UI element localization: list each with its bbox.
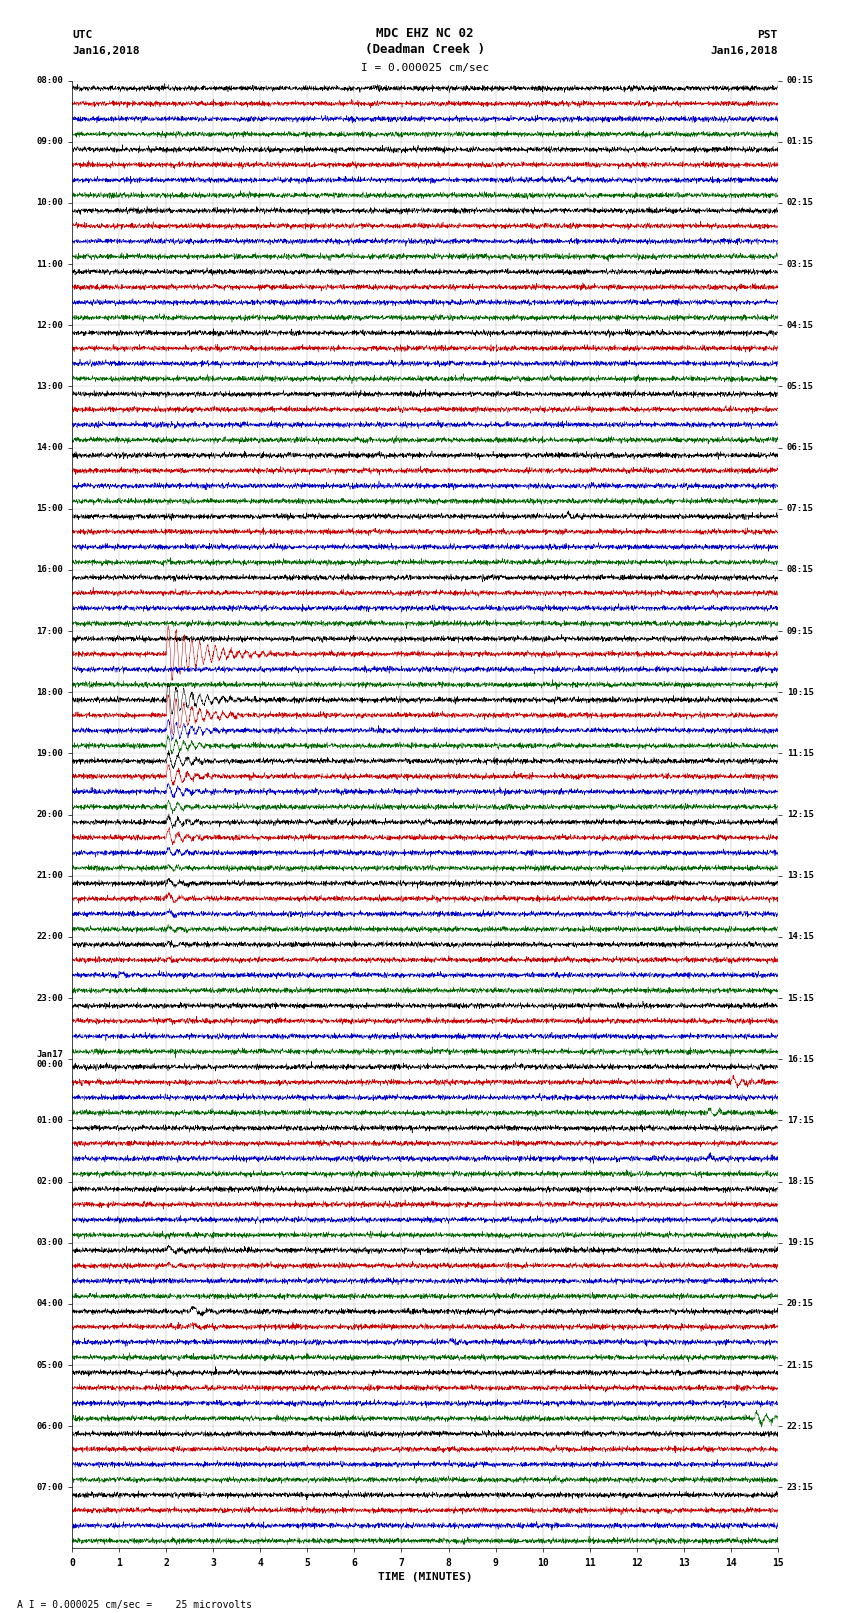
Text: MDC EHZ NC 02: MDC EHZ NC 02 — [377, 27, 473, 40]
Text: A I = 0.000025 cm/sec =    25 microvolts: A I = 0.000025 cm/sec = 25 microvolts — [17, 1600, 252, 1610]
Text: (Deadman Creek ): (Deadman Creek ) — [365, 44, 485, 56]
Text: Jan16,2018: Jan16,2018 — [72, 47, 139, 56]
Text: PST: PST — [757, 31, 778, 40]
Text: Jan16,2018: Jan16,2018 — [711, 47, 778, 56]
Text: UTC: UTC — [72, 31, 93, 40]
Text: I = 0.000025 cm/sec: I = 0.000025 cm/sec — [361, 63, 489, 73]
X-axis label: TIME (MINUTES): TIME (MINUTES) — [377, 1571, 473, 1582]
